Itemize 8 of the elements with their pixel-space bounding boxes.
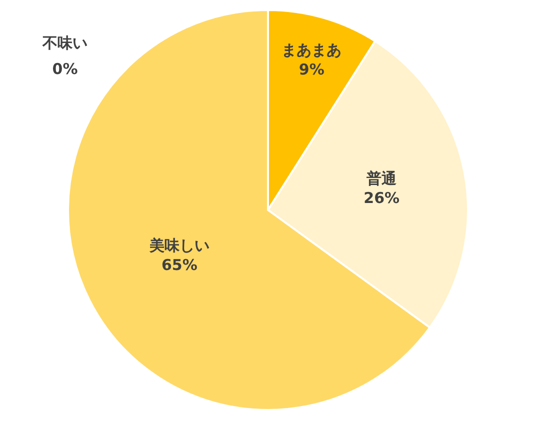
slice-label: 美味しい bbox=[148, 236, 210, 255]
category-label: 不味い bbox=[42, 34, 88, 52]
text: 0% bbox=[52, 60, 78, 78]
slice-label: まあまあ bbox=[282, 41, 342, 60]
data-label: 9% bbox=[298, 60, 324, 79]
data-label: 26% bbox=[364, 189, 400, 208]
slice-label: 普通 bbox=[366, 170, 398, 188]
data-label: 65% bbox=[161, 256, 198, 274]
